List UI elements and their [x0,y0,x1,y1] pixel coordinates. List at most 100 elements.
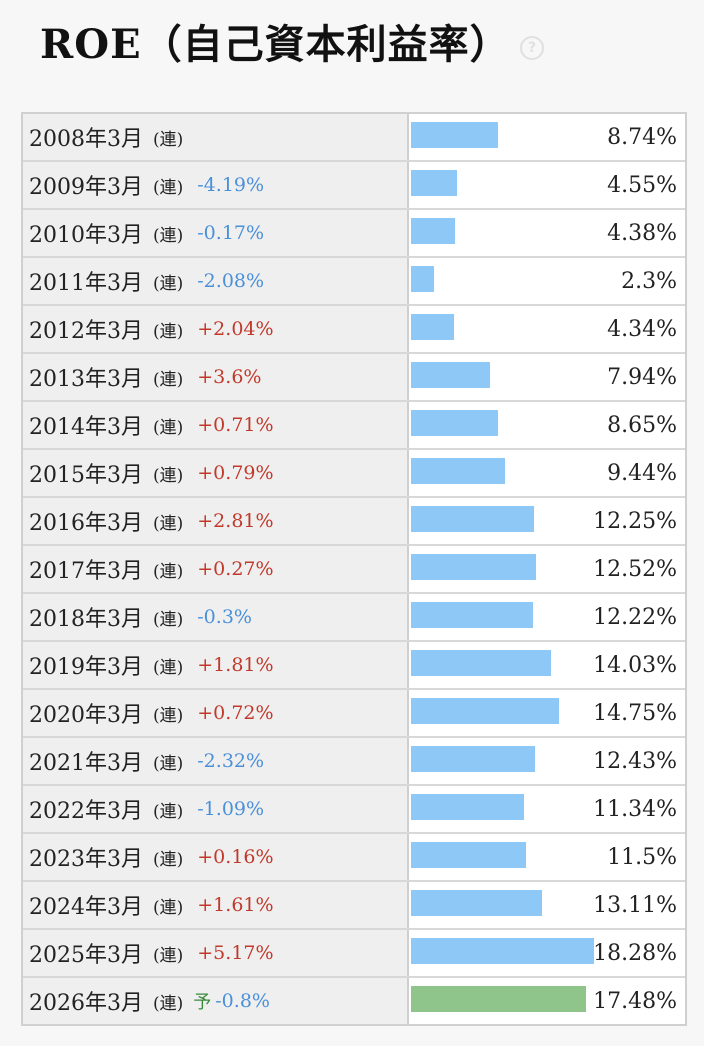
change-label: +2.04% [197,318,274,340]
period-label: 2019年3月 [29,655,143,680]
change-label: +5.17% [197,942,274,964]
roe-bar [411,554,536,580]
change-label: -2.08% [197,270,265,292]
roe-value: 2.3% [621,268,677,294]
consolidated-label: (連) [153,321,184,342]
roe-bar [411,458,505,484]
roe-value: 14.03% [593,652,677,678]
consolidated-label: (連) [153,849,184,870]
bar-cell: 12.52% [409,546,685,592]
consolidated-label: (連) [153,801,184,822]
roe-value: 4.38% [607,220,677,246]
consolidated-label: (連) [153,993,184,1014]
bar-cell: 17.48% [409,978,685,1024]
period-label: 2025年3月 [29,943,143,968]
roe-value: 17.48% [593,988,677,1014]
consolidated-label: (連) [153,225,184,246]
period-label: 2015年3月 [29,463,143,488]
period-cell: 2015年3月 (連) +0.79% [23,450,409,496]
roe-value: 8.65% [607,412,677,438]
change-label: -2.32% [197,750,265,772]
change-label: +0.79% [197,462,274,484]
bar-cell: 4.55% [409,162,685,208]
consolidated-label: (連) [153,513,184,534]
table-row: 2012年3月 (連) +2.04% 4.34% [23,306,685,354]
table-row: 2018年3月 (連) -0.3% 12.22% [23,594,685,642]
table-row: 2016年3月 (連) +2.81% 12.25% [23,498,685,546]
period-label: 2013年3月 [29,367,143,392]
roe-value: 12.25% [593,508,677,534]
bar-cell: 4.34% [409,306,685,352]
period-cell: 2021年3月 (連) -2.32% [23,738,409,784]
period-cell: 2016年3月 (連) +2.81% [23,498,409,544]
roe-bar [411,506,534,532]
consolidated-label: (連) [153,705,184,726]
period-label: 2009年3月 [29,175,143,200]
roe-value: 12.43% [593,748,677,774]
roe-bar [411,986,586,1012]
table-row: 2011年3月 (連) -2.08% 2.3% [23,258,685,306]
table-row: 2019年3月 (連) +1.81% 14.03% [23,642,685,690]
period-cell: 2012年3月 (連) +2.04% [23,306,409,352]
change-label: +1.61% [197,894,274,916]
roe-value: 7.94% [607,364,677,390]
change-label: +0.27% [197,558,274,580]
bar-cell: 12.43% [409,738,685,784]
table-row: 2024年3月 (連) +1.61% 13.11% [23,882,685,930]
consolidated-label: (連) [153,369,184,390]
change-label: +0.72% [197,702,274,724]
bar-cell: 9.44% [409,450,685,496]
roe-bar [411,890,542,916]
consolidated-label: (連) [153,753,184,774]
period-label: 2026年3月 [29,991,143,1016]
change-label: +0.71% [197,414,274,436]
roe-value: 4.34% [607,316,677,342]
consolidated-label: (連) [153,273,184,294]
period-cell: 2009年3月 (連) -4.19% [23,162,409,208]
bar-cell: 7.94% [409,354,685,400]
change-label: +2.81% [197,510,274,532]
change-label: +0.16% [197,846,274,868]
roe-bar [411,170,457,196]
roe-bar [411,650,551,676]
roe-bar [411,410,498,436]
period-cell: 2023年3月 (連) +0.16% [23,834,409,880]
bar-cell: 11.5% [409,834,685,880]
period-label: 2020年3月 [29,703,143,728]
consolidated-label: (連) [153,657,184,678]
consolidated-label: (連) [153,129,184,150]
period-cell: 2025年3月 (連) +5.17% [23,930,409,976]
period-cell: 2008年3月 (連) [23,114,409,160]
roe-bar [411,314,454,340]
roe-value: 12.22% [593,604,677,630]
consolidated-label: (連) [153,945,184,966]
question-circle-icon[interactable]: ? [520,36,544,60]
period-label: 2022年3月 [29,799,143,824]
roe-value: 9.44% [607,460,677,486]
roe-bar [411,842,526,868]
bar-cell: 8.74% [409,114,685,160]
period-label: 2011年3月 [29,271,143,296]
table-row: 2026年3月 (連) 予 -0.8% 17.48% [23,978,685,1024]
roe-bar [411,266,434,292]
period-cell: 2017年3月 (連) +0.27% [23,546,409,592]
consolidated-label: (連) [153,177,184,198]
table-row: 2009年3月 (連) -4.19% 4.55% [23,162,685,210]
page-title: ROE（自己資本利益率） [40,21,511,68]
table-row: 2025年3月 (連) +5.17% 18.28% [23,930,685,978]
table-row: 2008年3月 (連) 8.74% [23,114,685,162]
bar-cell: 8.65% [409,402,685,448]
bar-cell: 18.28% [409,930,685,976]
consolidated-label: (連) [153,465,184,486]
roe-bar [411,698,559,724]
period-cell: 2024年3月 (連) +1.61% [23,882,409,928]
roe-value: 4.55% [607,172,677,198]
bar-cell: 2.3% [409,258,685,304]
table-row: 2015年3月 (連) +0.79% 9.44% [23,450,685,498]
period-label: 2021年3月 [29,751,143,776]
period-label: 2017年3月 [29,559,143,584]
roe-bar [411,746,535,772]
period-cell: 2014年3月 (連) +0.71% [23,402,409,448]
period-label: 2014年3月 [29,415,143,440]
roe-value: 13.11% [593,892,677,918]
